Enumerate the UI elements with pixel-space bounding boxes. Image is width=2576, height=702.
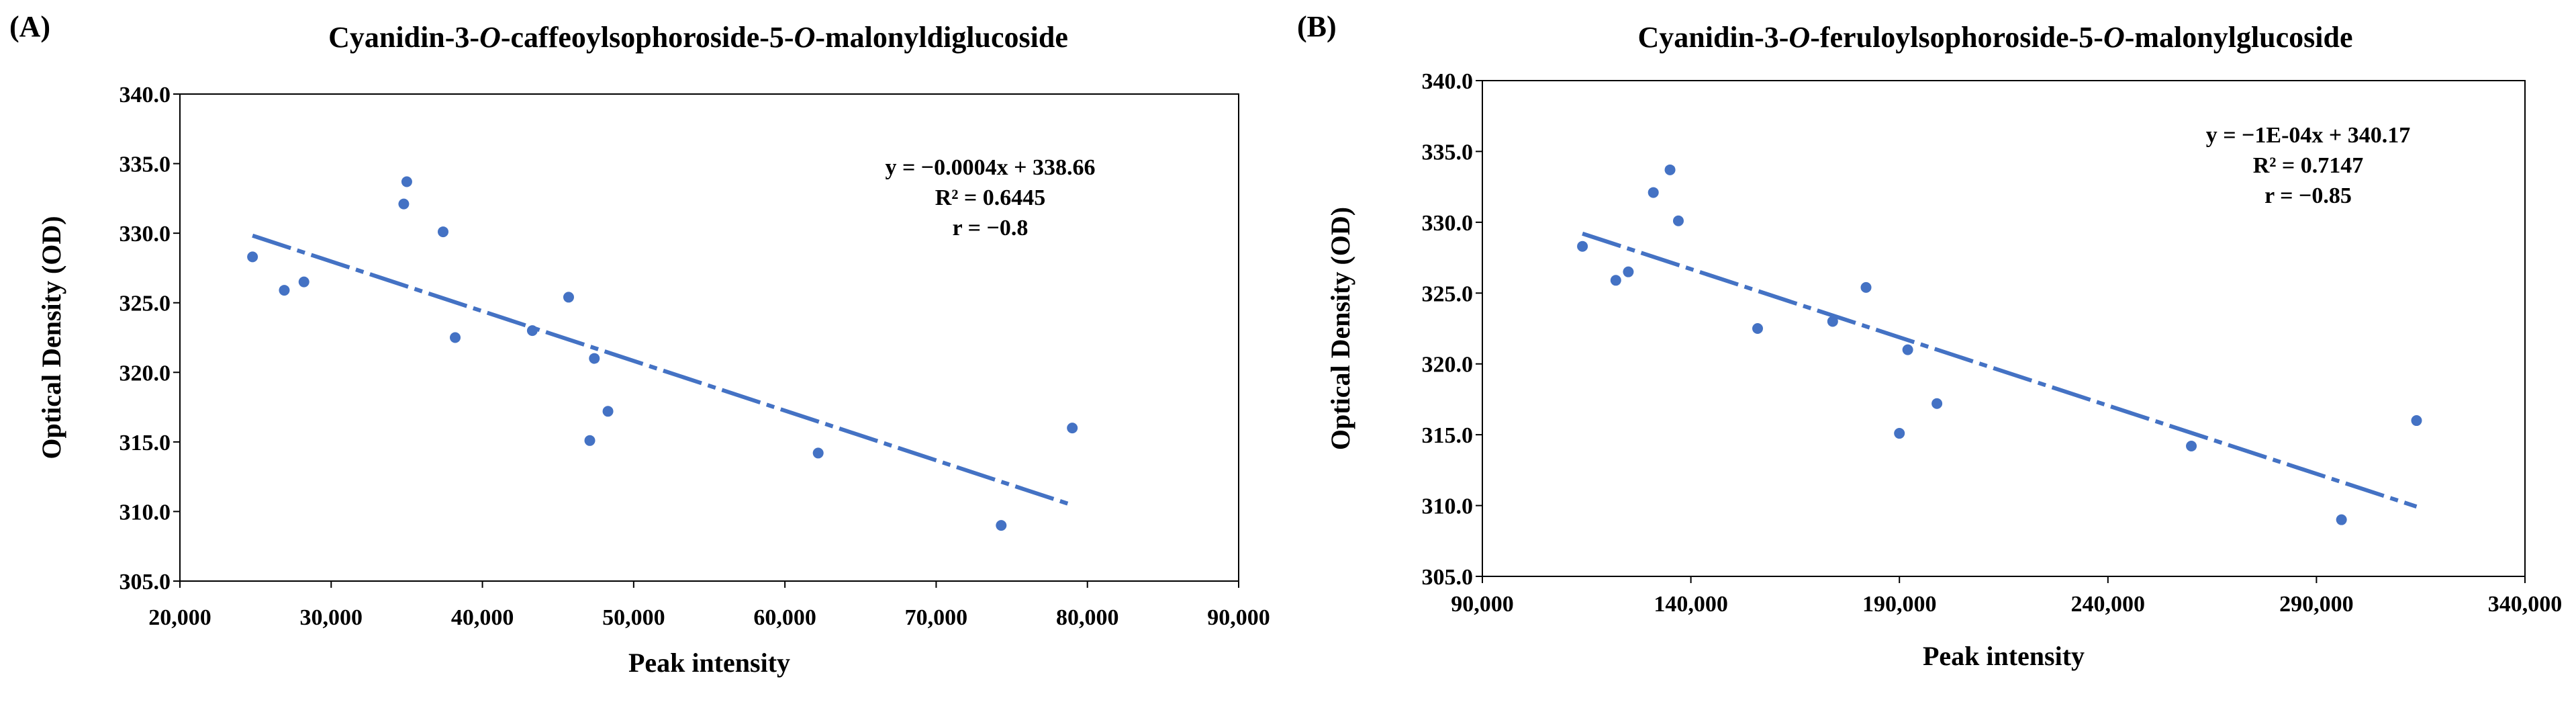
x-tick-label: 290,000	[2279, 592, 2354, 617]
x-tick-label: 80,000	[1056, 605, 1119, 630]
x-tick-label: 30,000	[300, 605, 363, 630]
y-tick-label: 320.0	[120, 361, 171, 386]
data-point	[584, 435, 595, 446]
data-point	[1894, 428, 1905, 439]
x-tick-label: 90,000	[1207, 605, 1270, 630]
data-point	[1752, 323, 1763, 334]
y-tick-label: 330.0	[1422, 211, 1474, 236]
regression-annotation: r = −0.85	[2264, 183, 2352, 208]
y-tick-label: 330.0	[120, 222, 171, 247]
data-point	[2336, 514, 2347, 525]
y-tick-label: 340.0	[1422, 69, 1474, 94]
regression-annotation: y = −0.0004x + 338.66	[885, 155, 1095, 180]
x-axis-label: Peak intensity	[628, 648, 790, 678]
scatter-chart-b: Cyanidin-3-O-feruloylsophoroside-5-O-mal…	[1325, 21, 2563, 671]
data-point	[1623, 266, 1634, 277]
y-tick-label: 320.0	[1422, 353, 1474, 378]
data-point	[1067, 423, 1078, 434]
plot-area-border	[1482, 80, 2526, 577]
y-tick-label: 325.0	[1422, 281, 1474, 306]
chart-panel-a: (A) Cyanidin-3-O-caffeoylsophoroside-5-O…	[9, 10, 1270, 678]
x-tick-label: 240,000	[2071, 592, 2146, 617]
data-point	[401, 176, 412, 187]
regression-annotation: R² = 0.6445	[935, 185, 1046, 210]
y-tick-label: 315.0	[1422, 423, 1474, 448]
plot-area-border	[179, 93, 1239, 582]
data-point	[812, 447, 824, 459]
data-point	[450, 332, 461, 343]
panel-label-a: (A)	[9, 10, 51, 43]
y-tick-label: 325.0	[120, 292, 171, 316]
y-axis-label: Optical Density (OD)	[1325, 207, 1355, 450]
data-point	[526, 325, 538, 337]
data-point	[1827, 316, 1838, 327]
y-tick-label: 340.0	[120, 83, 171, 107]
regression-annotation: y = −1E-04x + 340.17	[2206, 123, 2411, 148]
data-point	[2411, 415, 2422, 427]
data-point	[1577, 240, 1588, 252]
data-point	[437, 226, 448, 238]
trendline	[1582, 231, 2418, 509]
x-axis-label: Peak intensity	[1923, 641, 2085, 671]
data-point	[996, 520, 1007, 531]
data-point	[589, 353, 600, 364]
x-tick-label: 340,000	[2488, 592, 2563, 617]
data-point	[1931, 398, 1943, 409]
x-tick-label: 140,000	[1654, 592, 1728, 617]
data-point	[1860, 281, 1872, 293]
x-tick-label: 70,000	[905, 605, 968, 630]
data-point	[1902, 344, 1913, 355]
chart-panel-b: (B) Cyanidin-3-O-feruloylsophoroside-5-O…	[1288, 0, 2576, 702]
x-tick-label: 40,000	[451, 605, 514, 630]
y-tick-label: 335.0	[120, 152, 171, 177]
data-point	[1648, 187, 1659, 198]
x-tick-label: 90,000	[1451, 592, 1514, 617]
y-tick-label: 305.0	[1422, 565, 1474, 590]
data-point	[1672, 215, 1684, 226]
y-tick-label: 335.0	[1422, 140, 1474, 165]
trendline	[252, 233, 1074, 507]
data-point	[563, 292, 574, 303]
data-point	[398, 198, 410, 210]
y-tick-label: 310.0	[120, 500, 171, 525]
data-point	[1610, 275, 1621, 286]
regression-annotation: r = −0.8	[953, 216, 1029, 240]
scatter-chart-a: Cyanidin-3-O-caffeoylsophoroside-5-O-mal…	[36, 21, 1270, 678]
x-tick-label: 190,000	[1862, 592, 1937, 617]
data-point	[602, 406, 614, 417]
y-tick-label: 315.0	[120, 431, 171, 455]
x-tick-label: 60,000	[753, 605, 816, 630]
data-point	[298, 276, 309, 288]
y-axis-label: Optical Density (OD)	[36, 216, 66, 459]
data-point	[279, 285, 290, 296]
regression-annotation: R² = 0.7147	[2253, 153, 2364, 178]
chart-title: Cyanidin-3-O-caffeoylsophoroside-5-O-mal…	[328, 21, 1068, 54]
chart-title: Cyanidin-3-O-feruloylsophoroside-5-O-mal…	[1637, 21, 2352, 54]
x-tick-label: 20,000	[148, 605, 211, 630]
data-point	[1664, 164, 1676, 175]
x-tick-label: 50,000	[602, 605, 665, 630]
data-point	[247, 251, 258, 263]
data-point	[2186, 441, 2197, 452]
panel-label-b: (B)	[1297, 10, 1337, 43]
y-tick-label: 310.0	[1422, 494, 1474, 519]
y-tick-label: 305.0	[120, 570, 171, 595]
